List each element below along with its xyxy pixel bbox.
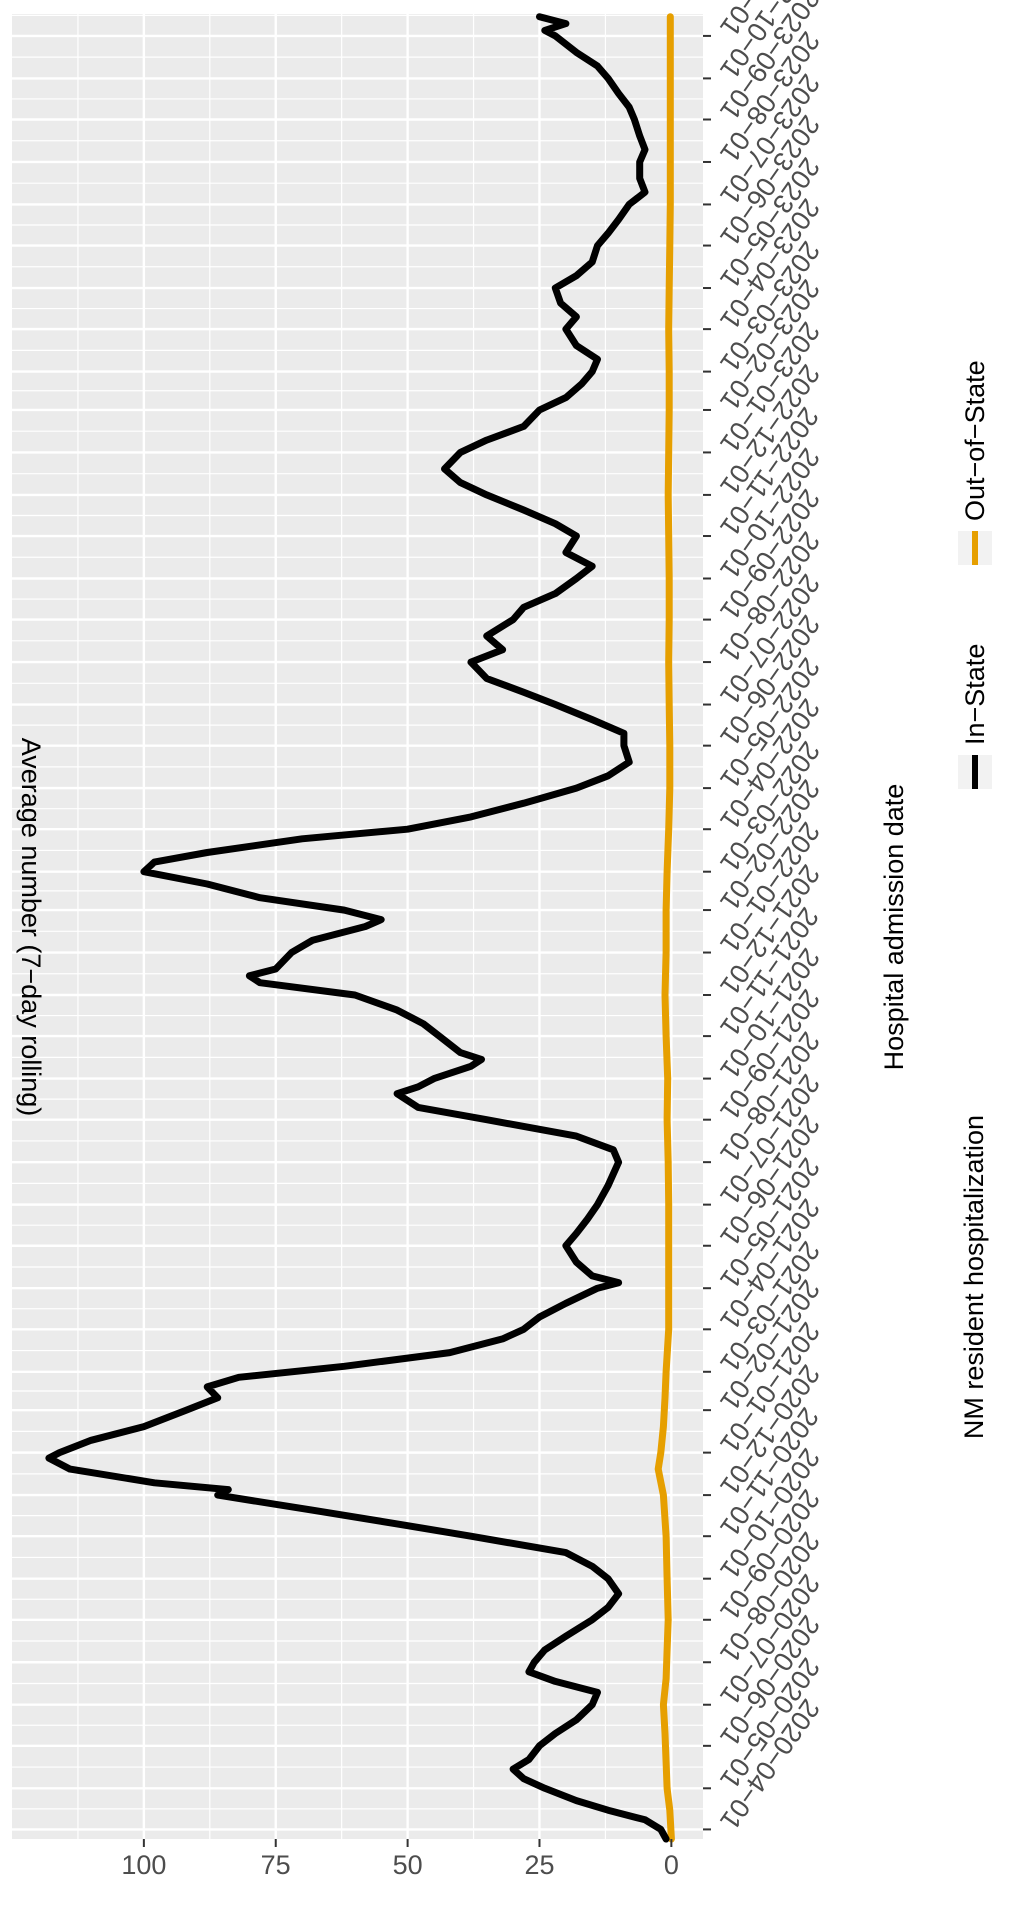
legend-title: NM resident hospitalization xyxy=(959,1115,989,1439)
legend-label-out-of-state: Out−of−State xyxy=(960,360,990,521)
series-line-in-state xyxy=(45,13,670,1843)
x-axis: 2020−04−012020−05−012020−06−012020−07−01… xyxy=(703,0,826,1835)
x-axis-title: Hospital admission date xyxy=(879,784,909,1071)
series-lines xyxy=(45,13,675,1843)
y-tick-label: 75 xyxy=(261,1850,291,1880)
series-line-out-of-state xyxy=(654,13,675,1843)
y-tick-label: 25 xyxy=(524,1850,554,1880)
legend-label-in-state: In−State xyxy=(960,644,990,745)
y-tick-label: 100 xyxy=(121,1850,166,1880)
y-tick-label: 0 xyxy=(664,1850,679,1880)
y-tick-label: 50 xyxy=(393,1850,423,1880)
legend: NM resident hospitalization In−State Out… xyxy=(958,360,992,1439)
y-axis: 0 25 50 75 100 xyxy=(121,1839,679,1880)
grid-lines xyxy=(12,14,703,1839)
y-axis-title: Average number (7−day rolling) xyxy=(16,738,46,1116)
